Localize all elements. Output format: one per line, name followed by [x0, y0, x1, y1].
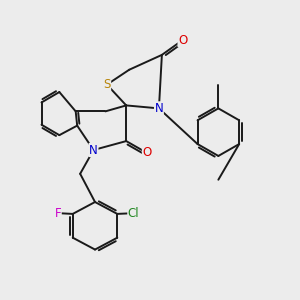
Text: O: O: [142, 146, 152, 160]
Text: Cl: Cl: [128, 207, 140, 220]
Text: S: S: [103, 78, 111, 91]
Text: F: F: [55, 207, 61, 220]
Text: O: O: [178, 34, 187, 46]
Text: N: N: [154, 102, 163, 115]
Text: N: N: [89, 143, 98, 157]
